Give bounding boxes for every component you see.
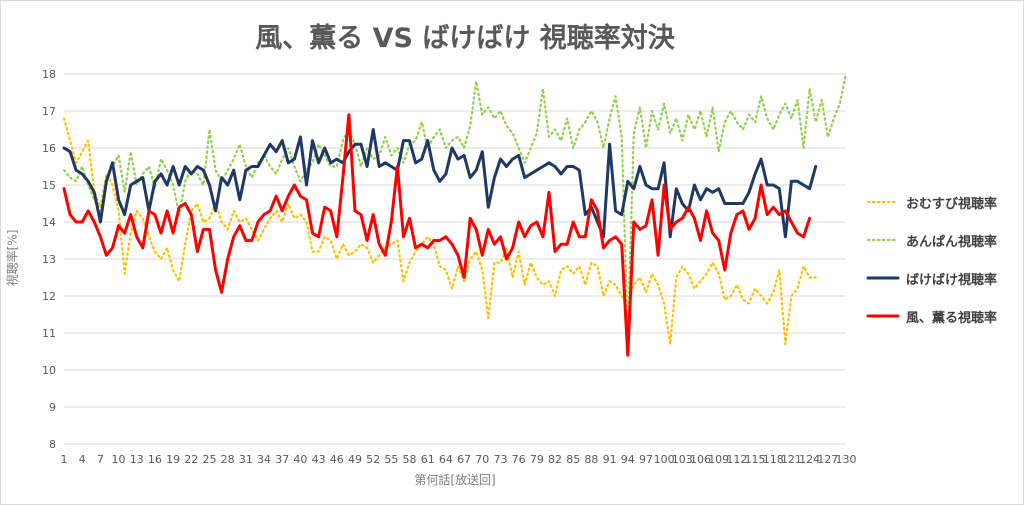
legend-item-4: 風、薫る視聴率	[866, 300, 1016, 332]
legend-swatch	[866, 238, 900, 242]
x-tick-label: 109	[708, 453, 729, 466]
x-tick-label: 73	[493, 453, 507, 466]
x-tick-label: 55	[384, 453, 398, 466]
x-tick-label: 79	[530, 453, 544, 466]
y-tick-label: 14	[42, 216, 56, 229]
x-tick-label: 4	[79, 453, 86, 466]
x-tick-label: 7	[97, 453, 104, 466]
x-tick-label: 40	[293, 453, 307, 466]
x-tick-label: 19	[166, 453, 180, 466]
x-tick-label: 52	[366, 453, 380, 466]
x-tick-label: 43	[312, 453, 326, 466]
legend-swatch	[866, 276, 900, 280]
x-tick-label: 121	[781, 453, 802, 466]
y-tick-label: 17	[42, 105, 56, 118]
x-tick-label: 124	[799, 453, 820, 466]
x-tick-label: 91	[603, 453, 617, 466]
x-tick-label: 97	[639, 453, 653, 466]
x-tick-label: 67	[457, 453, 471, 466]
x-tick-label: 28	[221, 453, 235, 466]
x-tick-label: 130	[836, 453, 857, 466]
x-tick-label: 106	[690, 453, 711, 466]
chart-title: 風、薫る VS ばけばけ 視聴率対決	[255, 23, 675, 54]
series-line-1	[62, 117, 817, 346]
x-tick-label: 37	[275, 453, 289, 466]
y-tick-label: 12	[42, 290, 56, 303]
x-tick-label: 31	[239, 453, 253, 466]
x-tick-label: 49	[348, 453, 362, 466]
x-tick-label: 61	[421, 453, 435, 466]
x-tick-label: 64	[439, 453, 453, 466]
x-tick-label: 112	[726, 453, 747, 466]
y-tick-label: 15	[42, 179, 56, 192]
y-tick-label: 11	[42, 327, 56, 340]
x-tick-label: 127	[817, 453, 838, 466]
y-axis-title: 視聴率[%]	[5, 229, 20, 287]
legend-label: ばけばけ視聴率	[906, 272, 998, 288]
x-tick-label: 1	[61, 453, 68, 466]
x-tick-label: 13	[130, 453, 144, 466]
y-tick-label: 9	[49, 401, 56, 414]
legend-label: 風、薫る視聴率	[906, 310, 998, 326]
legend-label: あんぱん視聴率	[906, 234, 998, 250]
x-axis-title: 第何話[放送回]	[414, 473, 496, 487]
series-line-4	[62, 113, 812, 357]
x-tick-label: 76	[512, 453, 526, 466]
y-tick-label: 16	[42, 142, 56, 155]
legend-item-2: あんぱん視聴率	[866, 224, 1016, 256]
x-tick-label: 82	[548, 453, 562, 466]
series-line-3	[62, 128, 818, 239]
legend-label: おむすび視聴率	[906, 196, 998, 212]
x-tick-label: 34	[257, 453, 271, 466]
x-tick-label: 100	[654, 453, 675, 466]
x-tick-label: 88	[584, 453, 598, 466]
x-tick-label: 118	[763, 453, 784, 466]
x-tick-label: 94	[621, 453, 635, 466]
x-tick-label: 46	[330, 453, 344, 466]
x-tick-label: 22	[184, 453, 198, 466]
x-tick-label: 16	[148, 453, 162, 466]
x-tick-label: 115	[745, 453, 766, 466]
x-tick-label: 85	[566, 453, 580, 466]
x-tick-label: 10	[112, 453, 126, 466]
legend-item-1: おむすび視聴率	[866, 186, 1016, 218]
legend-swatch	[866, 200, 900, 204]
y-tick-label: 18	[42, 68, 56, 81]
x-tick-label: 70	[475, 453, 489, 466]
x-tick-label: 58	[403, 453, 417, 466]
y-tick-label: 8	[49, 438, 56, 451]
legend: おむすび視聴率 あんぱん視聴率 ばけばけ視聴率 風、薫る視聴率	[866, 186, 1016, 338]
y-tick-label: 13	[42, 253, 56, 266]
x-tick-label: 103	[672, 453, 693, 466]
legend-swatch	[866, 314, 900, 318]
x-tick-label: 25	[202, 453, 216, 466]
y-tick-label: 10	[42, 364, 56, 377]
legend-item-3: ばけばけ視聴率	[866, 262, 1016, 294]
